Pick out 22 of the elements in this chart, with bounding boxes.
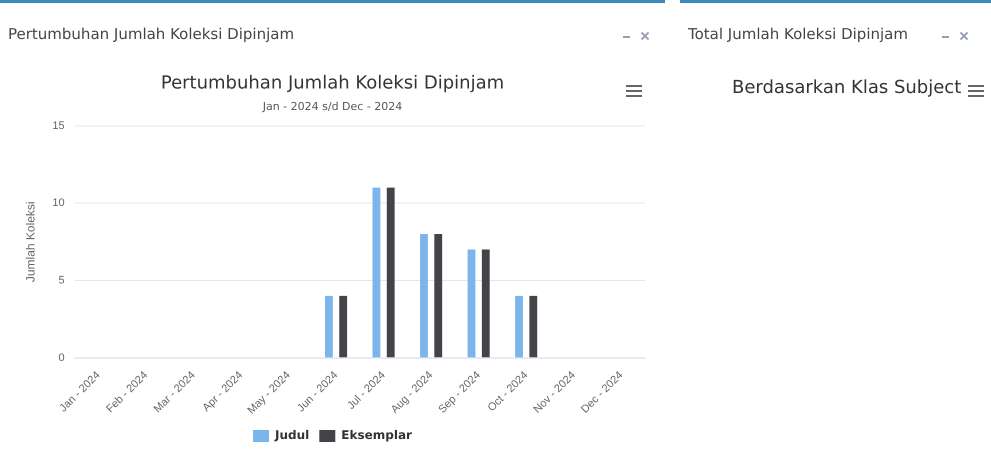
text: Pertumbuhan Jumlah Koleksi Dipinjam [8, 25, 294, 43]
text: Total Jumlah Koleksi Dipinjam [688, 25, 908, 43]
legend-label: Judul [274, 428, 310, 442]
bar [339, 296, 348, 358]
bar [482, 250, 490, 358]
bar [434, 234, 442, 358]
bar [325, 296, 333, 358]
legend-label: Eksemplar [341, 428, 412, 442]
y-tick-label: 10 [52, 197, 65, 210]
bar [529, 296, 538, 358]
bar [468, 250, 476, 358]
bar [372, 188, 380, 358]
y-tick-label: 5 [58, 274, 65, 286]
text: Berdasarkan Klas Subject [732, 77, 962, 98]
y-tick-label: 15 [52, 120, 65, 132]
bar [515, 296, 523, 358]
chart-title: Pertumbuhan Jumlah Koleksi Dipinjam [160, 72, 504, 94]
bar [420, 234, 428, 358]
y-tick-label: 0 [58, 352, 65, 364]
bar [386, 188, 395, 358]
chart-subtitle: Jan - 2024 s/d Dec - 2024 [262, 100, 402, 114]
y-axis-title: Jumlah Koleksi [24, 201, 38, 282]
